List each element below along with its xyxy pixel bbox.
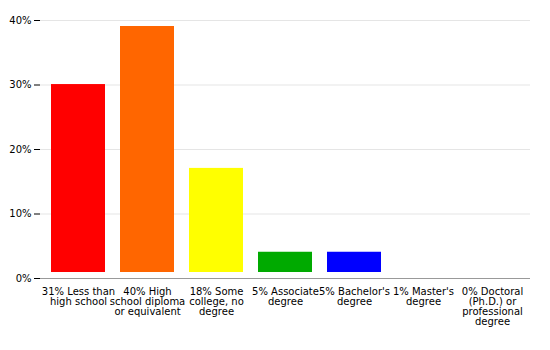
- svg-text:30%: 30%: [9, 79, 31, 90]
- svg-text:1% Master'sdegree: 1% Master'sdegree: [393, 286, 454, 307]
- svg-text:40% Highschool diplomaor equiv: 40% Highschool diplomaor equivalent: [110, 286, 185, 317]
- svg-text:18% Somecollege, nodegree: 18% Somecollege, nodegree: [189, 286, 244, 317]
- svg-text:20%: 20%: [9, 144, 31, 155]
- svg-text:40%: 40%: [9, 15, 31, 26]
- svg-text:5% Bachelor'sdegree: 5% Bachelor'sdegree: [319, 286, 390, 307]
- svg-text:5% Associatedegree: 5% Associatedegree: [252, 286, 319, 307]
- svg-text:0%: 0%: [16, 273, 32, 284]
- svg-text:31% Less thanhigh school: 31% Less thanhigh school: [42, 286, 115, 307]
- svg-text:10%: 10%: [9, 208, 31, 219]
- svg-text:0% Doctoral(Ph.D.) orprofessio: 0% Doctoral(Ph.D.) orprofessionaldegree: [462, 286, 523, 327]
